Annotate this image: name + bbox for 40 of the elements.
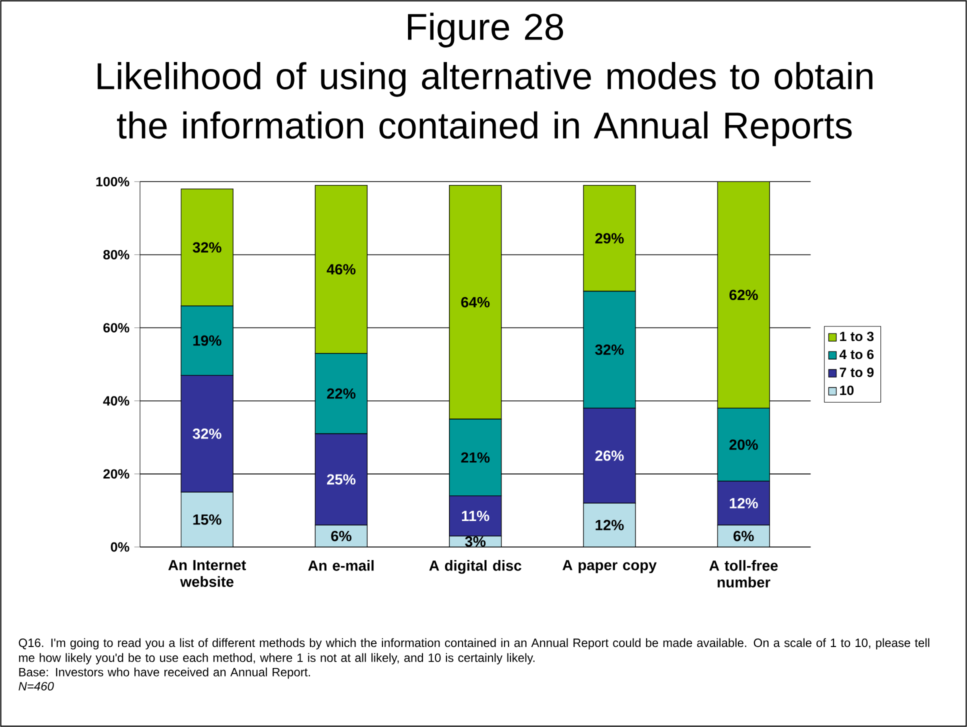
y-tick-label: 100% — [96, 176, 130, 186]
data-label: 32% — [595, 344, 624, 355]
x-tick-label: An Internet website — [168, 560, 246, 587]
y-tick-label: 80% — [103, 250, 130, 260]
y-tick-label: 20% — [103, 469, 130, 479]
x-tick-label: A toll-free number — [709, 560, 778, 588]
data-label: 15% — [193, 514, 222, 525]
data-label: 29% — [595, 233, 624, 244]
legend-label: 7 to 9 — [840, 368, 874, 378]
x-tick-label: An e-mail — [308, 560, 374, 571]
text: Base: Investors who have received an Annual Report. — [19, 668, 310, 679]
data-label: 3% — [465, 536, 486, 547]
legend-label: 4 to 6 — [839, 350, 874, 360]
legend-label: 1 to 3 — [840, 332, 874, 342]
data-label: 64% — [461, 297, 490, 308]
data-label: 32% — [192, 242, 222, 253]
data-label: 12% — [596, 520, 624, 530]
data-label: 11% — [462, 510, 490, 522]
text: Q16. I'm going to read you a list of different methods by which the information contained in an Annual Report could be made available. On a scale of 1 to 10, please tell me how likely you'd be to use each method, where 1 is not at all likely, and 10 is certainly likely. — [18, 638, 930, 664]
legend-label: 10 — [840, 386, 854, 396]
data-label: 20% — [729, 440, 758, 450]
data-label: 62% — [729, 290, 758, 300]
data-label: 22% — [327, 388, 356, 399]
x-tick-label: A paper copy — [562, 560, 657, 574]
data-label: 6% — [734, 530, 754, 542]
data-label: 6% — [331, 530, 352, 542]
data-label: 19% — [193, 335, 222, 346]
x-tick-label: A digital disc — [429, 560, 522, 574]
data-label: 12% — [730, 498, 758, 508]
y-tick-label: 60% — [103, 323, 130, 332]
data-label: 32% — [192, 428, 222, 439]
data-label: 21% — [461, 452, 490, 463]
data-label: 26% — [595, 450, 624, 461]
data-label: 25% — [327, 474, 356, 485]
y-tick-label: 40% — [103, 396, 130, 406]
text: N=460 — [18, 682, 54, 690]
data-label: 46% — [326, 264, 356, 275]
chart-title: Figure 28 — [408, 12, 564, 48]
y-tick-label: 0% — [110, 542, 130, 552]
chart-subtitle: Likelihood of using alternative modes to obtain the information contained in Annual Reports — [98, 62, 872, 146]
